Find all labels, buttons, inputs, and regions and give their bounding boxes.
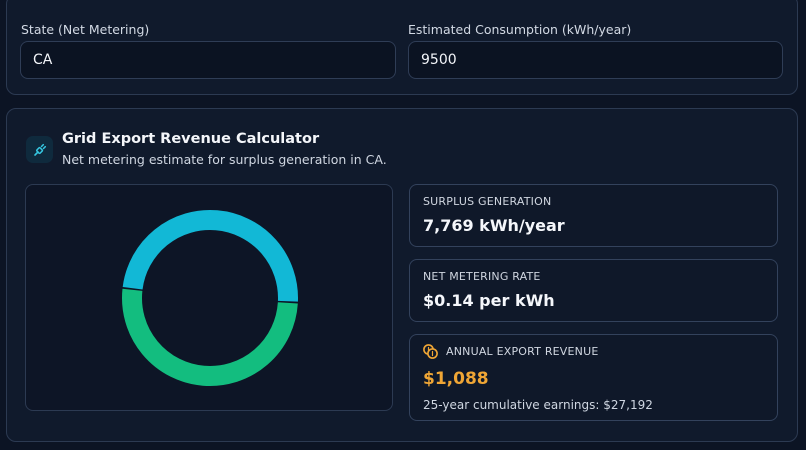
coins-icon bbox=[422, 343, 439, 364]
donut-chart-card bbox=[25, 184, 393, 411]
donut-segment-2 bbox=[122, 210, 298, 302]
state-input[interactable]: CA bbox=[20, 41, 396, 79]
rate-card: NET METERING RATE $0.14 per kWh bbox=[409, 259, 778, 322]
plug-icon bbox=[26, 136, 53, 163]
rate-label: NET METERING RATE bbox=[423, 270, 541, 283]
calculator-subtitle: Net metering estimate for surplus genera… bbox=[62, 152, 387, 167]
revenue-value: $1,088 bbox=[423, 369, 489, 389]
revenue-note: 25-year cumulative earnings: $27,192 bbox=[423, 398, 653, 412]
rate-value: $0.14 per kWh bbox=[423, 291, 555, 310]
calculator-title: Grid Export Revenue Calculator bbox=[62, 131, 320, 147]
donut-segment-1 bbox=[122, 288, 298, 386]
consumption-label: Estimated Consumption (kWh/year) bbox=[408, 22, 632, 37]
surplus-label: SURPLUS GENERATION bbox=[423, 195, 552, 208]
state-label: State (Net Metering) bbox=[21, 22, 150, 37]
donut-chart bbox=[122, 210, 298, 386]
revenue-card: ANNUAL EXPORT REVENUE $1,088 25-year cum… bbox=[409, 334, 778, 421]
surplus-value: 7,769 kWh/year bbox=[423, 216, 565, 235]
revenue-label: ANNUAL EXPORT REVENUE bbox=[446, 345, 599, 358]
surplus-card: SURPLUS GENERATION 7,769 kWh/year bbox=[409, 184, 778, 247]
consumption-input[interactable]: 9500 bbox=[408, 41, 783, 79]
